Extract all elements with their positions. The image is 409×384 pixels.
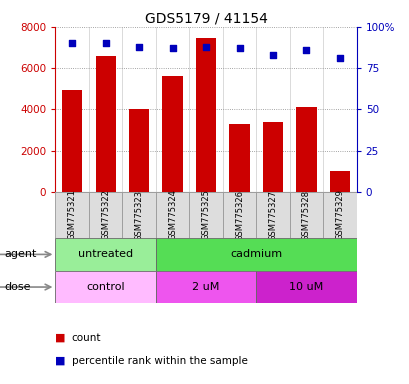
- Point: [169, 45, 175, 51]
- Bar: [189, 192, 222, 238]
- Bar: [289, 192, 322, 238]
- Text: percentile rank within the sample: percentile rank within the sample: [72, 356, 247, 366]
- Text: 2 uM: 2 uM: [192, 282, 219, 292]
- Bar: [322, 192, 356, 238]
- Bar: [262, 122, 282, 192]
- Text: agent: agent: [4, 249, 36, 260]
- Bar: [129, 109, 149, 192]
- Bar: [196, 38, 216, 192]
- Point: [102, 40, 109, 46]
- Bar: [155, 192, 189, 238]
- Bar: [55, 238, 155, 271]
- Bar: [162, 76, 182, 192]
- Point: [336, 55, 342, 61]
- Bar: [155, 271, 256, 303]
- Text: GSM775328: GSM775328: [301, 190, 310, 240]
- Point: [202, 44, 209, 50]
- Text: untreated: untreated: [78, 249, 133, 260]
- Point: [269, 52, 276, 58]
- Text: cadmium: cadmium: [229, 249, 282, 260]
- Point: [135, 44, 142, 50]
- Bar: [55, 271, 155, 303]
- Text: 10 uM: 10 uM: [289, 282, 323, 292]
- Bar: [256, 271, 356, 303]
- Point: [302, 47, 309, 53]
- Text: GSM775321: GSM775321: [67, 190, 76, 240]
- Bar: [229, 124, 249, 192]
- Bar: [55, 192, 89, 238]
- Text: dose: dose: [4, 282, 31, 292]
- Title: GDS5179 / 41154: GDS5179 / 41154: [144, 12, 267, 26]
- Bar: [296, 108, 316, 192]
- Text: GSM775325: GSM775325: [201, 190, 210, 240]
- Bar: [95, 56, 115, 192]
- Bar: [329, 171, 349, 192]
- Text: GSM775329: GSM775329: [335, 190, 344, 240]
- Point: [236, 45, 242, 51]
- Text: GSM775322: GSM775322: [101, 190, 110, 240]
- Text: GSM775323: GSM775323: [134, 190, 143, 240]
- Text: ■: ■: [55, 333, 66, 343]
- Bar: [256, 192, 289, 238]
- Text: GSM775324: GSM775324: [168, 190, 177, 240]
- Bar: [89, 192, 122, 238]
- Text: ■: ■: [55, 356, 66, 366]
- Bar: [222, 192, 256, 238]
- Text: GSM775326: GSM775326: [234, 190, 243, 240]
- Text: control: control: [86, 282, 125, 292]
- Bar: [122, 192, 155, 238]
- Text: count: count: [72, 333, 101, 343]
- Bar: [62, 90, 82, 192]
- Point: [69, 40, 75, 46]
- Text: GSM775327: GSM775327: [268, 190, 277, 240]
- Bar: [155, 238, 356, 271]
